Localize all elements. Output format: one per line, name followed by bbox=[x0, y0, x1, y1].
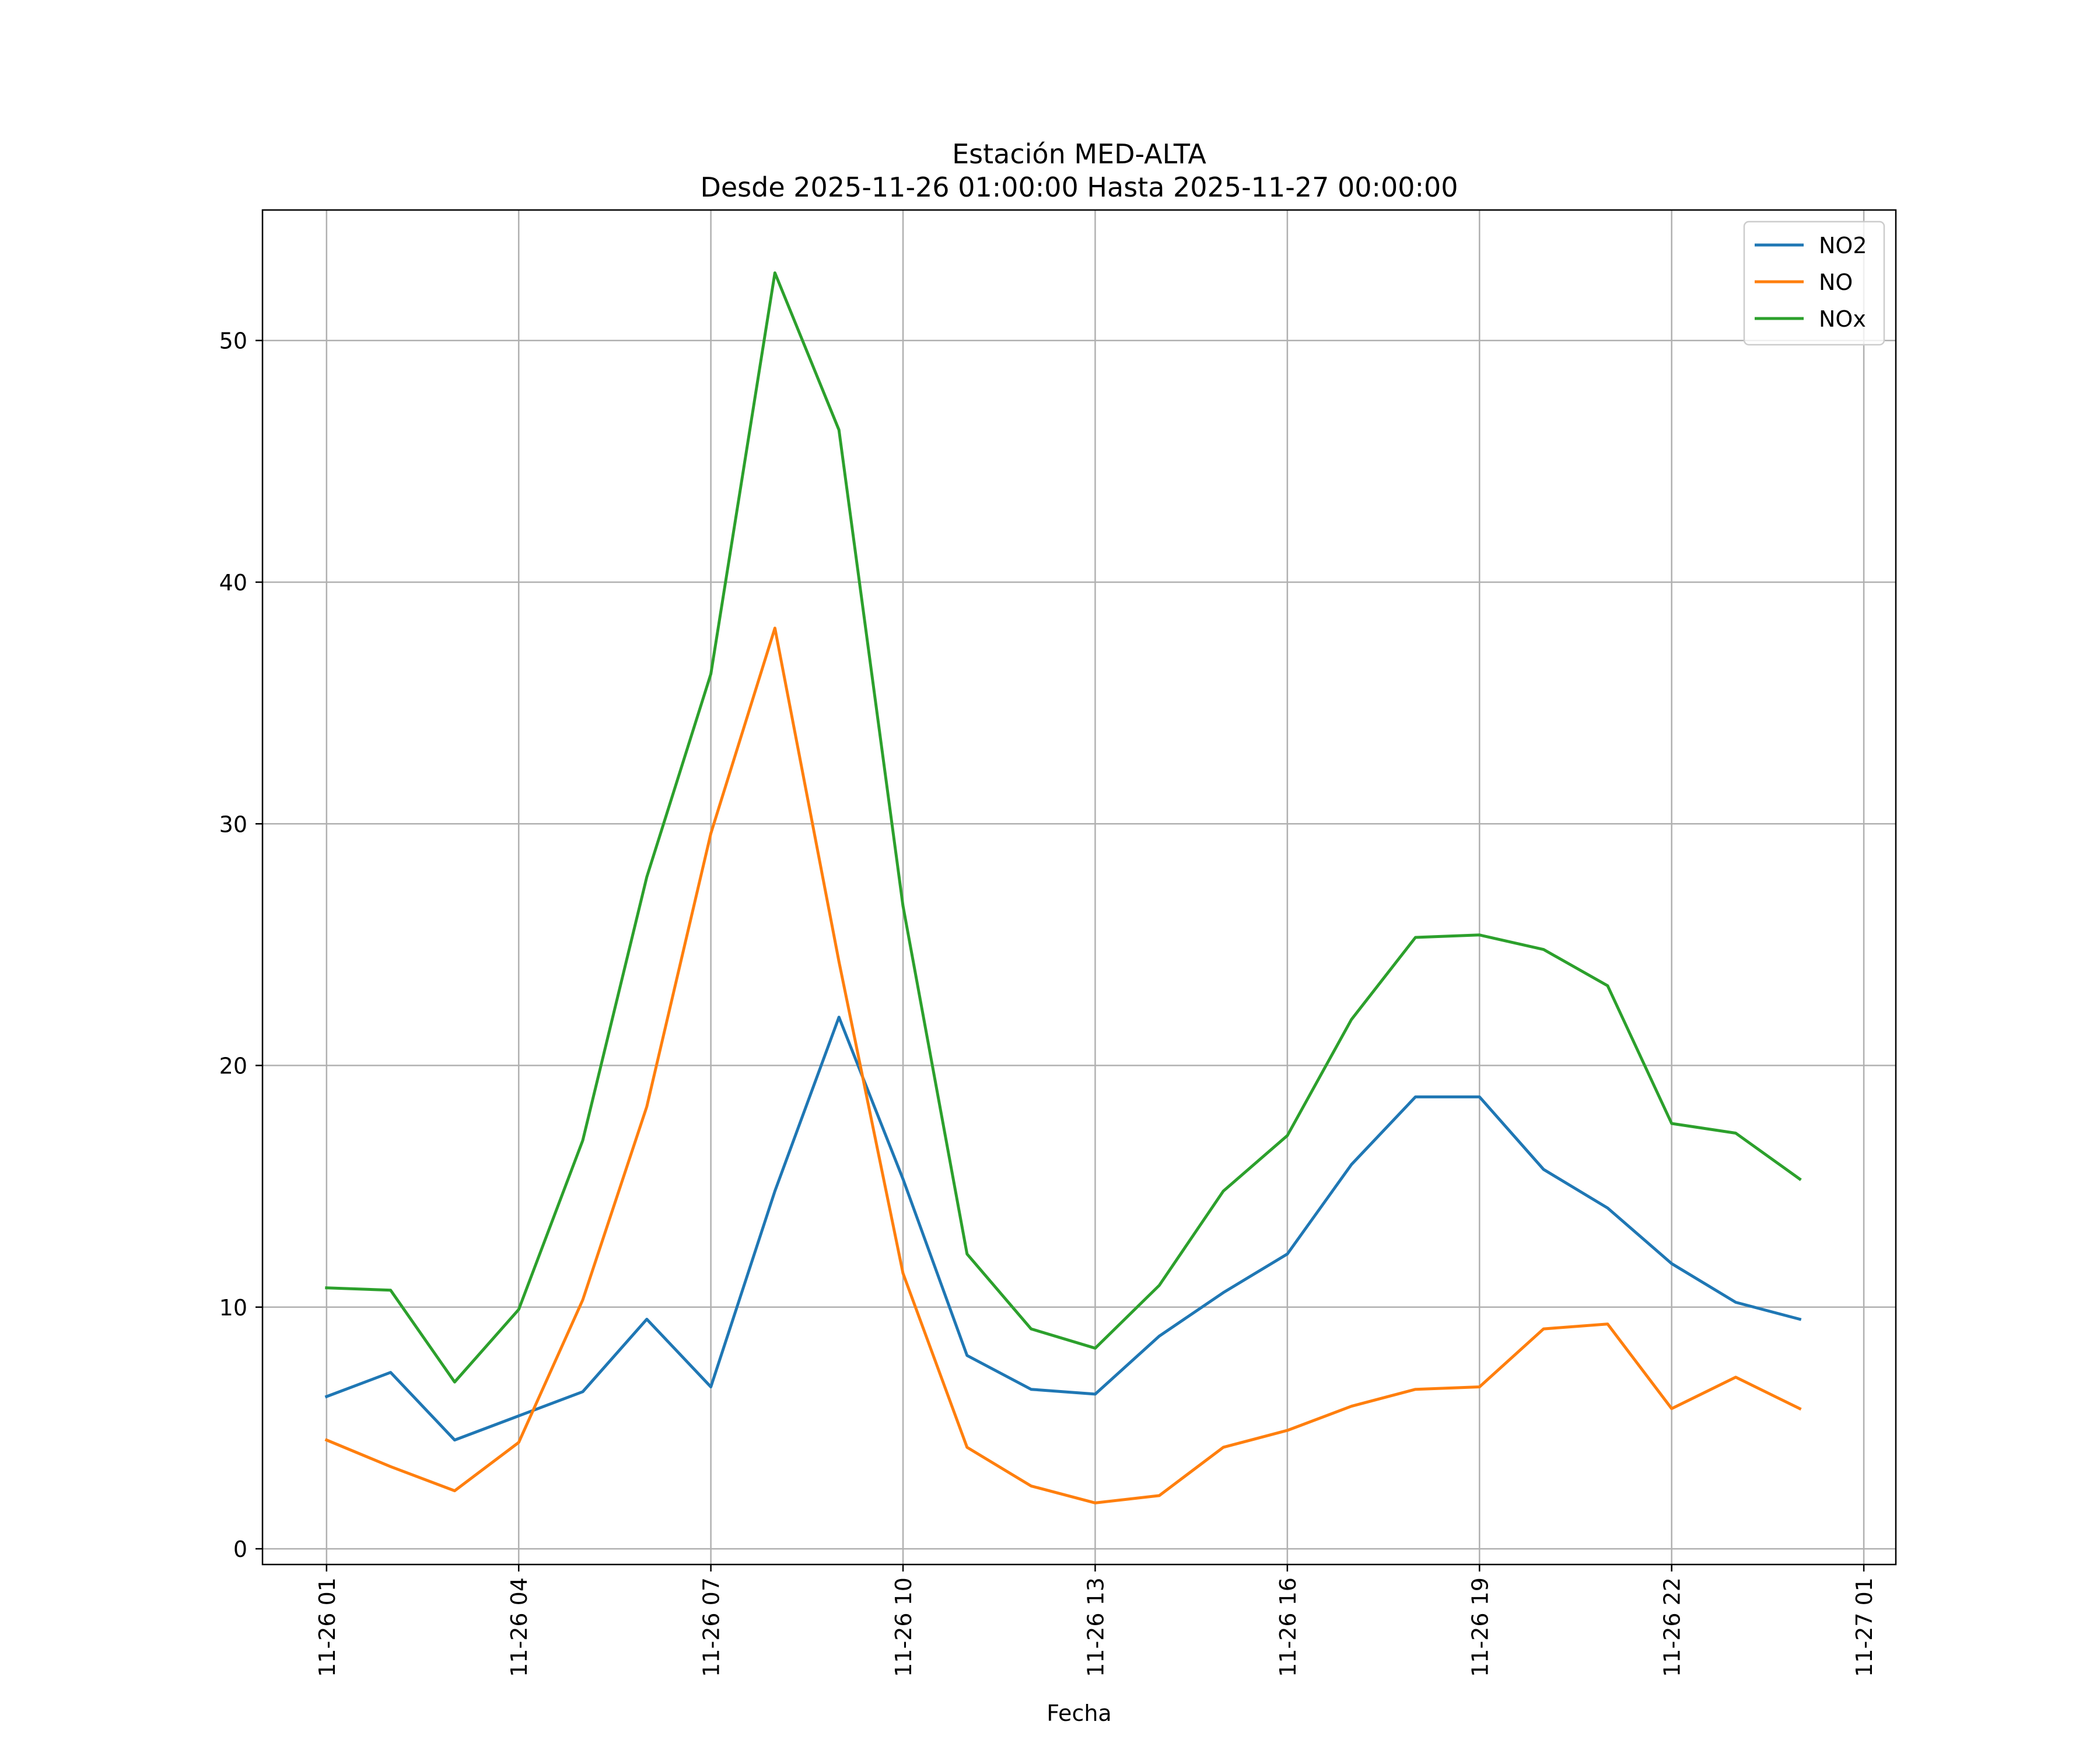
legend-label: NO bbox=[1819, 270, 1853, 295]
y-tick-label: 10 bbox=[219, 1295, 247, 1321]
x-tick-label: 11-26 16 bbox=[1275, 1577, 1301, 1677]
y-tick-label: 0 bbox=[233, 1536, 247, 1562]
y-tick-label: 40 bbox=[219, 570, 247, 596]
x-tick-label: 11-26 19 bbox=[1467, 1577, 1493, 1677]
chart-title: Estación MED-ALTA bbox=[952, 138, 1206, 170]
chart-subtitle: Desde 2025-11-26 01:00:00 Hasta 2025-11-… bbox=[700, 172, 1458, 203]
x-axis-label: Fecha bbox=[1046, 1700, 1111, 1726]
x-tick-label: 11-26 22 bbox=[1660, 1577, 1685, 1677]
x-tick-label: 11-26 01 bbox=[314, 1577, 340, 1677]
axis-ticks: 11-26 01 11-26 04 11-26 07 11-26 10 11-26 13… bbox=[219, 328, 1877, 1677]
legend-box bbox=[1743, 220, 1885, 346]
x-tick-label: 11-26 10 bbox=[891, 1577, 916, 1677]
series-line-no2 bbox=[324, 1016, 1802, 1442]
y-tick-label: 30 bbox=[219, 811, 247, 837]
y-tick-label: 50 bbox=[219, 328, 247, 354]
x-tick-label: 11-26 13 bbox=[1083, 1577, 1108, 1677]
x-tick-label: 11-26 04 bbox=[506, 1577, 532, 1677]
plot-frame bbox=[261, 209, 1897, 1566]
legend-label: NOx bbox=[1819, 306, 1866, 332]
x-tick-label: 11-26 07 bbox=[699, 1577, 724, 1677]
series-group bbox=[324, 271, 1802, 1504]
grid bbox=[262, 210, 1896, 1564]
x-tick-label: 11-27 01 bbox=[1852, 1577, 1877, 1677]
legend-label: NO2 bbox=[1819, 233, 1867, 258]
legend: NO2 NO NOx bbox=[1743, 220, 1885, 346]
y-tick-label: 20 bbox=[219, 1054, 247, 1079]
series-line-no bbox=[324, 626, 1802, 1504]
series-line-nox bbox=[325, 271, 1802, 1384]
